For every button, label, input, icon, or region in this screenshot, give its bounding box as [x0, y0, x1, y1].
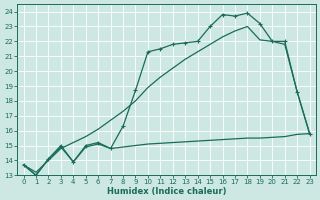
X-axis label: Humidex (Indice chaleur): Humidex (Indice chaleur)	[107, 187, 226, 196]
